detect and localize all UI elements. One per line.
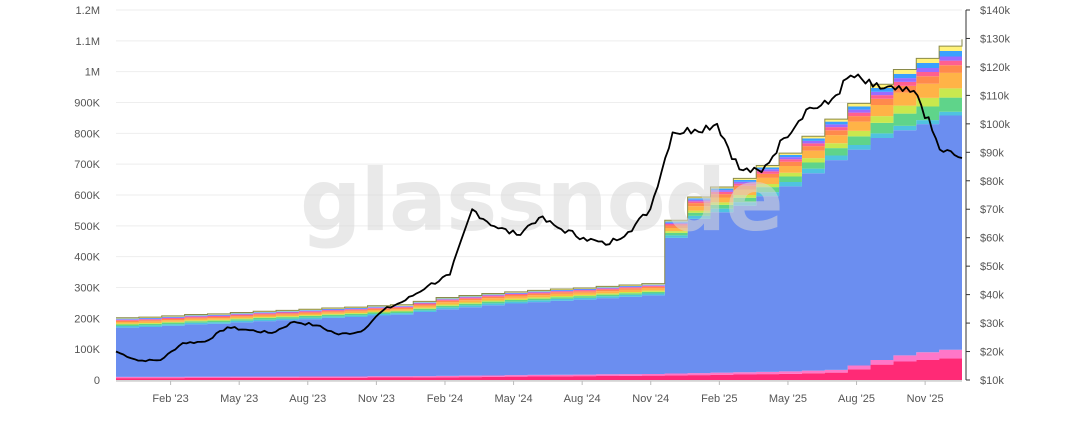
y-left-tick-label: 1.1M — [76, 36, 100, 48]
y-left-tick-label: 100K — [74, 344, 100, 356]
y-axis-left: 0 100K 200K 300K 400K 500K 600K 700K 800K 900K 1M 1… — [74, 5, 100, 387]
y-right-tick-label: $120k — [980, 62, 1010, 74]
x-tick-label: Feb '25 — [701, 393, 737, 405]
stack-outline — [116, 39, 963, 319]
x-tick-label: Aug '25 — [838, 393, 875, 405]
y-right-tick-label: $20k — [980, 347, 1004, 359]
y-axis-right: $10k $20k $30k $40k $50k $60k $70k $80k $90k $100… — [965, 5, 1010, 387]
y-left-tick-label: 0 — [94, 375, 100, 387]
y-right-tick-label: $90k — [980, 147, 1004, 159]
x-tick-label: Feb '23 — [152, 393, 188, 405]
y-right-tick-label: $40k — [980, 290, 1004, 302]
y-right-tick-label: $140k — [980, 5, 1010, 17]
y-left-tick-label: 300K — [74, 283, 100, 295]
y-left-tick-label: 700K — [74, 159, 100, 171]
stacked-areas — [116, 39, 963, 380]
watermark: glassnode — [300, 151, 783, 251]
x-tick-label: Nov '24 — [632, 393, 669, 405]
x-tick-label: May '24 — [494, 393, 532, 405]
y-right-tick-label: $70k — [980, 204, 1004, 216]
price-line — [115, 73, 963, 363]
y-right-tick-label: $80k — [980, 176, 1004, 188]
y-right-tick-label: $10k — [980, 375, 1004, 387]
y-right-tick-label: $110k — [980, 90, 1010, 102]
y-left-tick-label: 1M — [85, 67, 100, 79]
x-tick-label: May '23 — [220, 393, 258, 405]
x-tick-label: May '25 — [769, 393, 807, 405]
y-right-tick-label: $50k — [980, 261, 1004, 273]
x-axis: Feb '23 May '23 Aug '23 Nov '23 Feb '24 May '… — [116, 380, 962, 405]
y-right-tick-label: $130k — [980, 33, 1010, 45]
y-right-tick-label: $30k — [980, 318, 1004, 330]
y-right-tick-label: $100k — [980, 119, 1010, 131]
y-left-tick-label: 800K — [74, 128, 100, 140]
x-tick-label: Aug '24 — [564, 393, 601, 405]
area-series-2 — [116, 111, 962, 377]
x-tick-label: Nov '23 — [358, 393, 395, 405]
x-tick-label: Aug '23 — [289, 393, 326, 405]
y-left-tick-label: 600K — [74, 190, 100, 202]
y-left-tick-label: 500K — [74, 221, 100, 233]
y-right-tick-label: $60k — [980, 233, 1004, 245]
y-left-tick-label: 1.2M — [76, 5, 100, 17]
y-left-tick-label: 200K — [74, 313, 100, 325]
y-left-tick-label: 400K — [74, 252, 100, 264]
y-left-tick-label: 900K — [74, 98, 100, 110]
x-tick-label: Feb '24 — [427, 393, 463, 405]
x-tick-label: Nov '25 — [907, 393, 944, 405]
price-line-layer — [115, 73, 963, 363]
